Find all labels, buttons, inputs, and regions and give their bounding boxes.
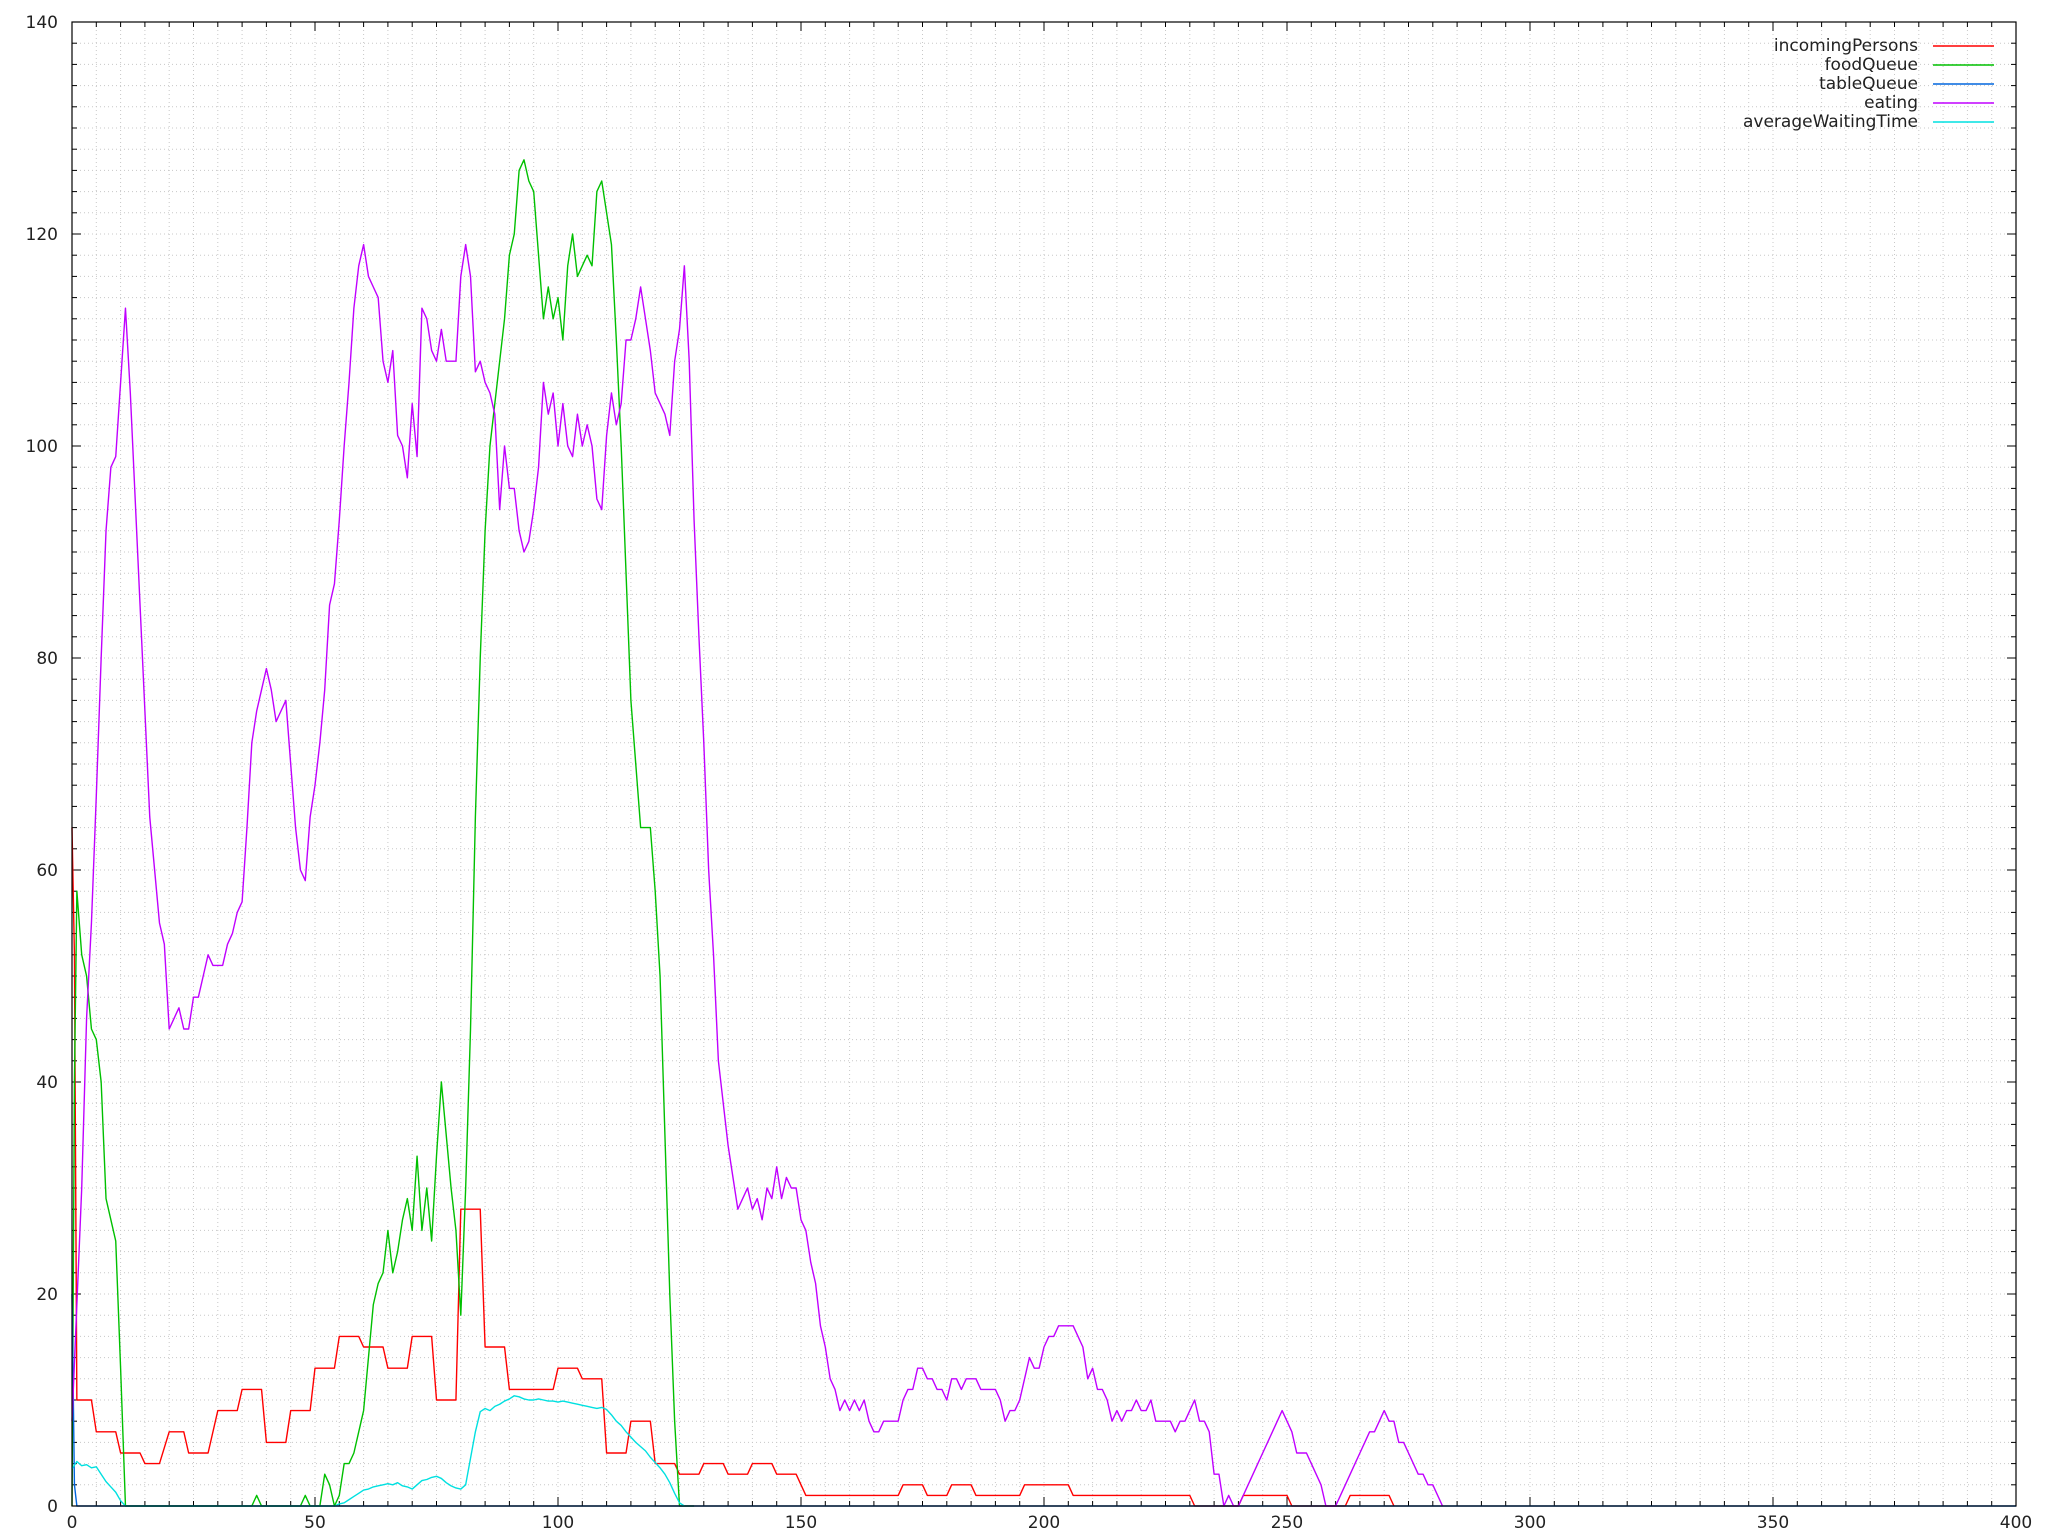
x-tick-label: 400	[2000, 1513, 2032, 1533]
y-tick-label: 140	[26, 13, 58, 33]
x-tick-label: 150	[785, 1513, 817, 1533]
y-tick-label: 20	[36, 1285, 58, 1305]
legend: incomingPersonsfoodQueuetableQueueeating…	[1743, 36, 1994, 132]
legend-label-averageWaitingTime: averageWaitingTime	[1743, 112, 1918, 132]
series-line-eating	[71, 243, 1444, 1507]
series-line-averageWaitingTime	[71, 1395, 685, 1507]
x-tick-label: 0	[67, 1513, 78, 1533]
axis-ticks	[71, 21, 2017, 1507]
y-tick-label: 40	[36, 1073, 58, 1093]
x-tick-label: 300	[1514, 1513, 1546, 1533]
y-tick-label: 80	[36, 649, 58, 669]
x-tick-label: 350	[1757, 1513, 1789, 1533]
x-tick-label: 250	[1271, 1513, 1303, 1533]
legend-label-incomingPersons: incomingPersons	[1774, 36, 1918, 56]
y-tick-label: 100	[26, 437, 58, 457]
y-tick-label: 0	[47, 1497, 58, 1517]
legend-label-foodQueue: foodQueue	[1825, 55, 1918, 75]
series-line-incomingPersons	[71, 827, 1395, 1507]
x-tick-label: 50	[304, 1513, 326, 1533]
legend-label-tableQueue: tableQueue	[1819, 74, 1918, 94]
plot-border	[71, 21, 2017, 1507]
grid	[72, 22, 2016, 1506]
y-tick-label: 120	[26, 225, 58, 245]
x-tick-label: 200	[1028, 1513, 1060, 1533]
x-axis-tick-labels: 0 50 100 150 200 250 300 350 400	[67, 1513, 2033, 1533]
y-axis-tick-labels: 0 20 40 60 80 100 120 140	[26, 13, 58, 1517]
legend-label-eating: eating	[1864, 93, 1918, 113]
y-tick-label: 60	[36, 861, 58, 881]
x-tick-label: 100	[542, 1513, 574, 1533]
